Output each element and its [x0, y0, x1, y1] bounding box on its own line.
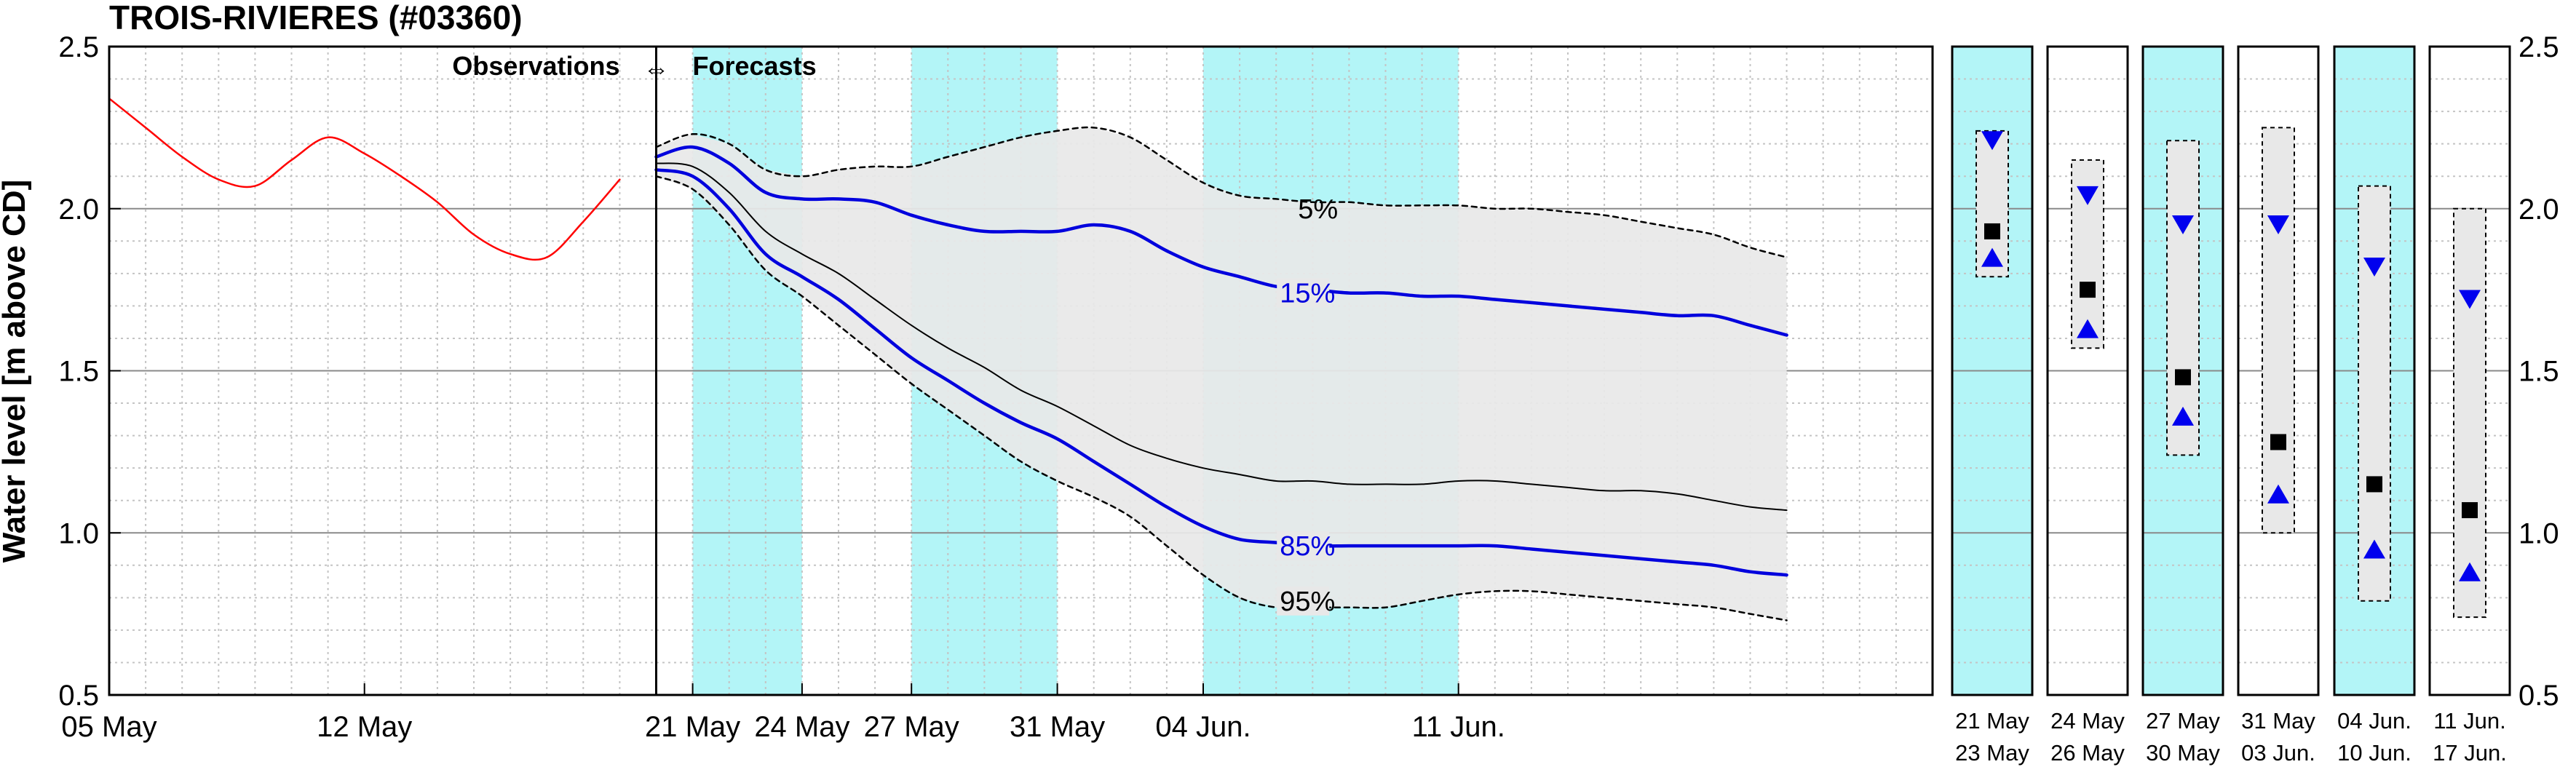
period-panel-frame [2428, 45, 2511, 696]
period-panel-frame [1951, 45, 2034, 696]
percentile-label-background [1277, 531, 1330, 561]
percentile-label-background [1277, 586, 1330, 616]
y-tick-label: 2.5 [58, 31, 99, 63]
period-date-end: 23 May [1955, 740, 2029, 766]
period-date-start: 27 May [2146, 708, 2220, 734]
period-median-marker [1984, 223, 2000, 239]
forecast-envelope-band [656, 127, 1787, 621]
percentile-label-95: 95% [1280, 587, 1335, 617]
x-tick-label: 11 Jun. [1412, 711, 1505, 743]
y-tick-label: 1.5 [58, 356, 99, 388]
x-tick-label: 12 May [317, 711, 412, 743]
percentile-label-background [1277, 278, 1330, 308]
period-date-start: 11 Jun. [2433, 708, 2505, 734]
period-lower-triangle-marker [2267, 484, 2289, 504]
period-panel: 11 Jun. 17 Jun. [2428, 45, 2511, 766]
period-panel: 27 May 30 May [2141, 45, 2224, 766]
period-median-marker [2175, 369, 2191, 386]
right-y-tick-label: 0.5 [2518, 680, 2559, 712]
percentile-5-line [655, 126, 1788, 258]
y-axis-label: Water level [m above CD] [0, 180, 32, 563]
percentile-label-85: 85% [1280, 531, 1335, 562]
percentile-85-line [654, 168, 1788, 577]
annotation-forecasts: Forecasts [693, 51, 817, 81]
chart-title: TROIS-RIVIERES (#03360) [109, 0, 523, 36]
percentile-15-line [654, 145, 1788, 337]
period-median-marker [2080, 282, 2096, 298]
period-panel: 31 May 03 Jun. [2237, 45, 2320, 766]
y-tick-label: 2.0 [58, 194, 99, 226]
period-date-end: 17 Jun. [2433, 740, 2507, 766]
right-y-tick-label: 1.0 [2518, 517, 2559, 549]
x-tick-label: 04 Jun. [1155, 711, 1251, 743]
period-lower-triangle-marker [2172, 406, 2194, 426]
period-range-box [2453, 207, 2486, 619]
right-y-tick-label: 1.5 [2518, 356, 2559, 388]
right-y-tick-label: 2.0 [2518, 194, 2559, 226]
forecast-group [109, 98, 1788, 621]
period-lower-triangle-marker [2459, 562, 2481, 581]
x-tick-label: 27 May [864, 711, 959, 743]
period-date-start: 21 May [1955, 708, 2029, 734]
period-upper-triangle-marker [2267, 215, 2289, 235]
period-panel: 04 Jun. 10 Jun. [2333, 45, 2416, 766]
x-tick-label: 31 May [1010, 711, 1105, 743]
period-date-end: 03 Jun. [2241, 740, 2315, 766]
period-date-end: 26 May [2050, 740, 2125, 766]
main-plot-area: 5% 15% 85% 95% Observations ⇔ Forecasts 0.5 1.0 1… [58, 31, 1934, 743]
period-lower-triangle-marker [2077, 319, 2099, 338]
period-upper-triangle-marker [2172, 215, 2194, 235]
period-lower-triangle-marker [2363, 539, 2385, 559]
right-y-tick-label: 2.5 [2518, 31, 2559, 63]
y-tick-label: 0.5 [58, 680, 99, 712]
median-line [655, 162, 1788, 512]
period-range-box [2358, 185, 2391, 602]
period-upper-triangle-marker [2077, 186, 2099, 205]
period-date-start: 04 Jun. [2337, 708, 2411, 734]
period-date-end: 30 May [2146, 740, 2220, 766]
annotation-arrow: ⇔ [643, 54, 670, 84]
period-upper-triangle-marker [2363, 257, 2385, 277]
period-date-end: 10 Jun. [2337, 740, 2411, 766]
x-tick-label: 05 May [61, 711, 156, 743]
percentile-label-5: 5% [1298, 194, 1338, 225]
x-tick-label: 24 May [754, 711, 849, 743]
percentile-label-15: 15% [1280, 279, 1335, 309]
period-panels: 21 May 23 May 24 May 26 May 27 May 30 May 31 M… [1951, 31, 2559, 766]
period-date-start: 31 May [2241, 708, 2315, 734]
period-lower-triangle-marker [1981, 247, 2003, 267]
period-median-marker [2462, 502, 2478, 519]
period-median-marker [2270, 434, 2286, 450]
period-panel: 24 May 26 May [2046, 45, 2129, 766]
period-date-start: 24 May [2050, 708, 2125, 734]
annotation-observations: Observations [452, 51, 619, 81]
period-panel-frame [2333, 45, 2416, 696]
period-upper-triangle-marker [2459, 290, 2481, 309]
observations-line [109, 98, 621, 261]
period-median-marker [2366, 476, 2382, 493]
period-range-box [2166, 140, 2200, 456]
period-panel: 21 May 23 May [1951, 45, 2034, 766]
period-upper-triangle-marker [1981, 131, 2003, 151]
period-range-box [2262, 127, 2295, 534]
x-tick-label: 21 May [645, 711, 740, 743]
y-tick-label: 1.0 [58, 517, 99, 549]
percentile-95-line [655, 175, 1788, 621]
period-panel-frame [2237, 45, 2320, 696]
period-panel-frame [2046, 45, 2129, 696]
period-panel-frame [2141, 45, 2224, 696]
